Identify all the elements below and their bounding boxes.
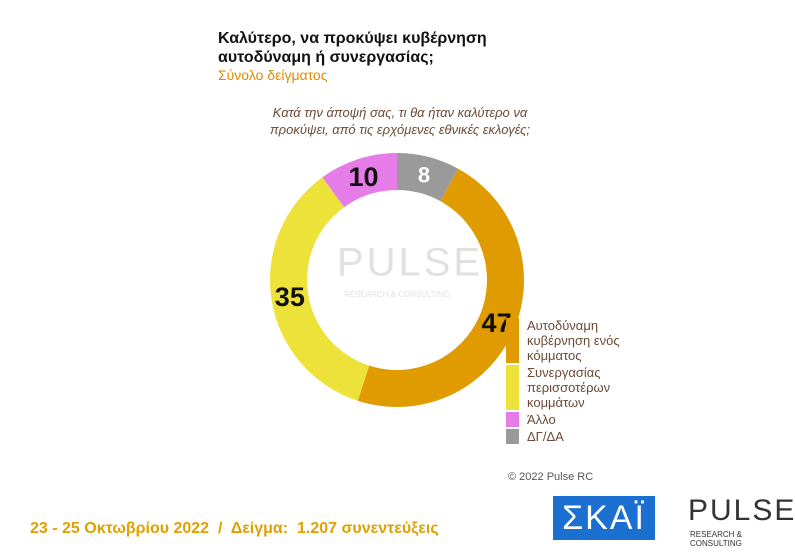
skai-logo: ΣΚΑΪ xyxy=(553,496,655,540)
data-label: 10 xyxy=(348,162,378,192)
donut-slice xyxy=(322,153,397,208)
legend-swatch xyxy=(506,412,519,427)
legend: Αυτοδύναμη κυβέρνηση ενός κόμματος Συνεργ… xyxy=(506,318,626,446)
legend-label: Άλλο xyxy=(527,412,556,427)
legend-item: Αυτοδύναμη κυβέρνηση ενός κόμματος xyxy=(506,318,626,363)
legend-swatch xyxy=(506,318,519,363)
data-label: 8 xyxy=(418,163,430,188)
legend-label: Αυτοδύναμη κυβέρνηση ενός κόμματος xyxy=(527,318,620,363)
legend-swatch xyxy=(506,429,519,444)
watermark: PULSE RESEARCH & CONSULTING xyxy=(337,241,483,300)
watermark-sub: RESEARCH & CONSULTING xyxy=(344,290,450,299)
legend-label: ΔΓ/ΔΑ xyxy=(527,429,564,444)
pulse-logo-sub: RESEARCH & CONSULTING xyxy=(690,530,743,548)
footer: 23 - 25 Οκτωβρίου 2022 / Δείγμα: 1.207 σ… xyxy=(30,520,439,537)
legend-item: Άλλο xyxy=(506,412,626,427)
pulse-logo: PULSE xyxy=(688,494,795,527)
data-label: 35 xyxy=(275,282,305,312)
watermark-text: PULSE xyxy=(337,241,483,285)
donut-slice xyxy=(270,177,370,401)
donut-slice xyxy=(397,153,459,202)
legend-label: Συνεργασίας περισσοτέρων κομμάτων xyxy=(527,365,611,410)
legend-item: Συνεργασίας περισσοτέρων κομμάτων xyxy=(506,365,626,410)
copyright: © 2022 Pulse RC xyxy=(508,471,594,483)
legend-item: ΔΓ/ΔΑ xyxy=(506,429,626,444)
chart-title: Καλύτερο, να προκύψει κυβέρνηση αυτοδύνα… xyxy=(218,30,487,66)
chart-subtitle: Σύνολο δείγματος xyxy=(218,67,328,83)
donut-slice xyxy=(357,168,525,408)
legend-swatch xyxy=(506,365,519,410)
question: Κατά την άποψή σας, τι θα ήταν καλύτερο … xyxy=(269,105,531,137)
